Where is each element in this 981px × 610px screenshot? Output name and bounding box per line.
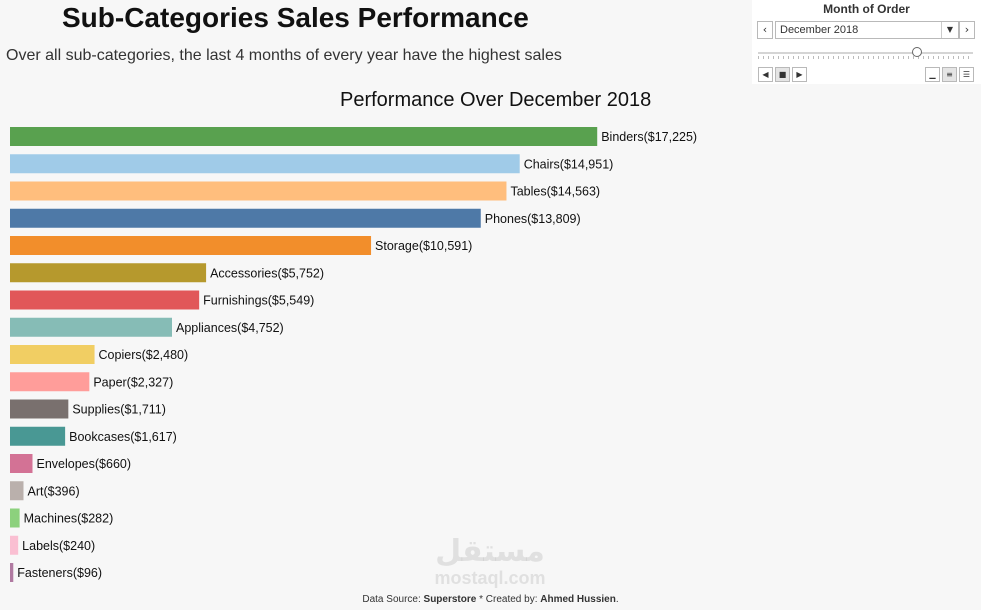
footer-end: . [615, 594, 619, 605]
page-title: Sub-Categories Sales Performance [62, 2, 529, 33]
bar-art[interactable] [10, 481, 24, 501]
speed-slow-icon[interactable]: ▁ [925, 67, 940, 82]
bar-appliances[interactable] [10, 317, 172, 337]
bar-label-paper: Paper($2,327) [93, 375, 173, 389]
month-slider-track[interactable] [758, 52, 973, 54]
month-filter-panel: Month of Order ‹ December 2018 ▼ › ◀ ■ ▶… [752, 0, 981, 84]
bar-accessories[interactable] [10, 263, 207, 283]
bar-envelopes[interactable] [10, 454, 33, 473]
footer-source-label: Data Source: [362, 594, 421, 605]
chart-title: Performance Over December 2018 [340, 89, 652, 111]
bar-label-copiers: Copiers($2,480) [99, 348, 189, 362]
bar-chairs[interactable] [10, 154, 520, 174]
speed-medium-icon[interactable]: ≡ [942, 67, 957, 82]
speed-fast-icon[interactable]: ☰ [959, 67, 974, 82]
stop-icon[interactable]: ■ [775, 67, 790, 82]
month-select-value: December 2018 [780, 24, 859, 36]
bar-labels[interactable] [10, 535, 19, 555]
bar-machines[interactable] [10, 508, 20, 528]
chevron-left-icon[interactable]: ‹ [757, 21, 773, 39]
bar-label-binders: Binders($17,225) [601, 130, 697, 144]
page-subtitle: Over all sub-categories, the last 4 mont… [6, 47, 562, 64]
bar-label-tables: Tables($14,563) [510, 185, 600, 199]
bar-paper[interactable] [10, 372, 90, 392]
bar-storage[interactable] [10, 236, 372, 255]
month-slider-handle[interactable] [912, 47, 923, 57]
bar-tables[interactable] [10, 181, 507, 201]
month-slider-ticks [758, 56, 973, 59]
filter-title: Month of Order [823, 2, 910, 16]
bar-phones[interactable] [10, 208, 481, 228]
bar-fasteners[interactable] [10, 563, 14, 582]
bar-label-accessories: Accessories($5,752) [210, 266, 324, 280]
bar-supplies[interactable] [10, 399, 69, 419]
play-icon[interactable]: ▶ [792, 67, 807, 82]
bar-bookcases[interactable] [10, 426, 66, 446]
watermark-latin: mostaql.com [434, 568, 546, 588]
bar-label-storage: Storage($10,591) [375, 239, 472, 253]
bar-label-envelopes: Envelopes($660) [37, 457, 132, 471]
watermark: مستقل mostaql.com [430, 535, 550, 587]
bar-label-machines: Machines($282) [24, 512, 114, 526]
chevron-right-icon[interactable]: › [959, 21, 975, 39]
bar-furnishings[interactable] [10, 290, 200, 310]
bar-label-art: Art($396) [28, 484, 80, 498]
watermark-arabic: مستقل [435, 535, 545, 568]
bar-copiers[interactable] [10, 345, 95, 364]
step-back-icon[interactable]: ◀ [758, 67, 773, 82]
footer: Data Source: Superstore * Created by: Ah… [0, 594, 981, 605]
dashboard-header: Sub-Categories Sales Performance Over al… [0, 0, 750, 78]
bar-label-furnishings: Furnishings($5,549) [203, 294, 314, 308]
bar-label-labels: Labels($240) [22, 539, 95, 553]
footer-source-value: Superstore [423, 594, 477, 605]
bar-label-bookcases: Bookcases($1,617) [69, 430, 177, 444]
footer-separator: * Created by: [479, 594, 538, 605]
bar-label-phones: Phones($13,809) [485, 212, 581, 226]
caret-down-icon[interactable]: ▼ [941, 22, 958, 38]
bar-label-supplies: Supplies($1,711) [72, 403, 166, 417]
bar-label-chairs: Chairs($14,951) [524, 157, 614, 171]
bar-label-appliances: Appliances($4,752) [176, 321, 284, 335]
month-select[interactable]: December 2018 ▼ [775, 21, 959, 39]
bar-label-fasteners: Fasteners($96) [17, 566, 102, 580]
footer-author: Ahmed Hussien [540, 594, 616, 605]
bar-binders[interactable] [10, 127, 598, 146]
